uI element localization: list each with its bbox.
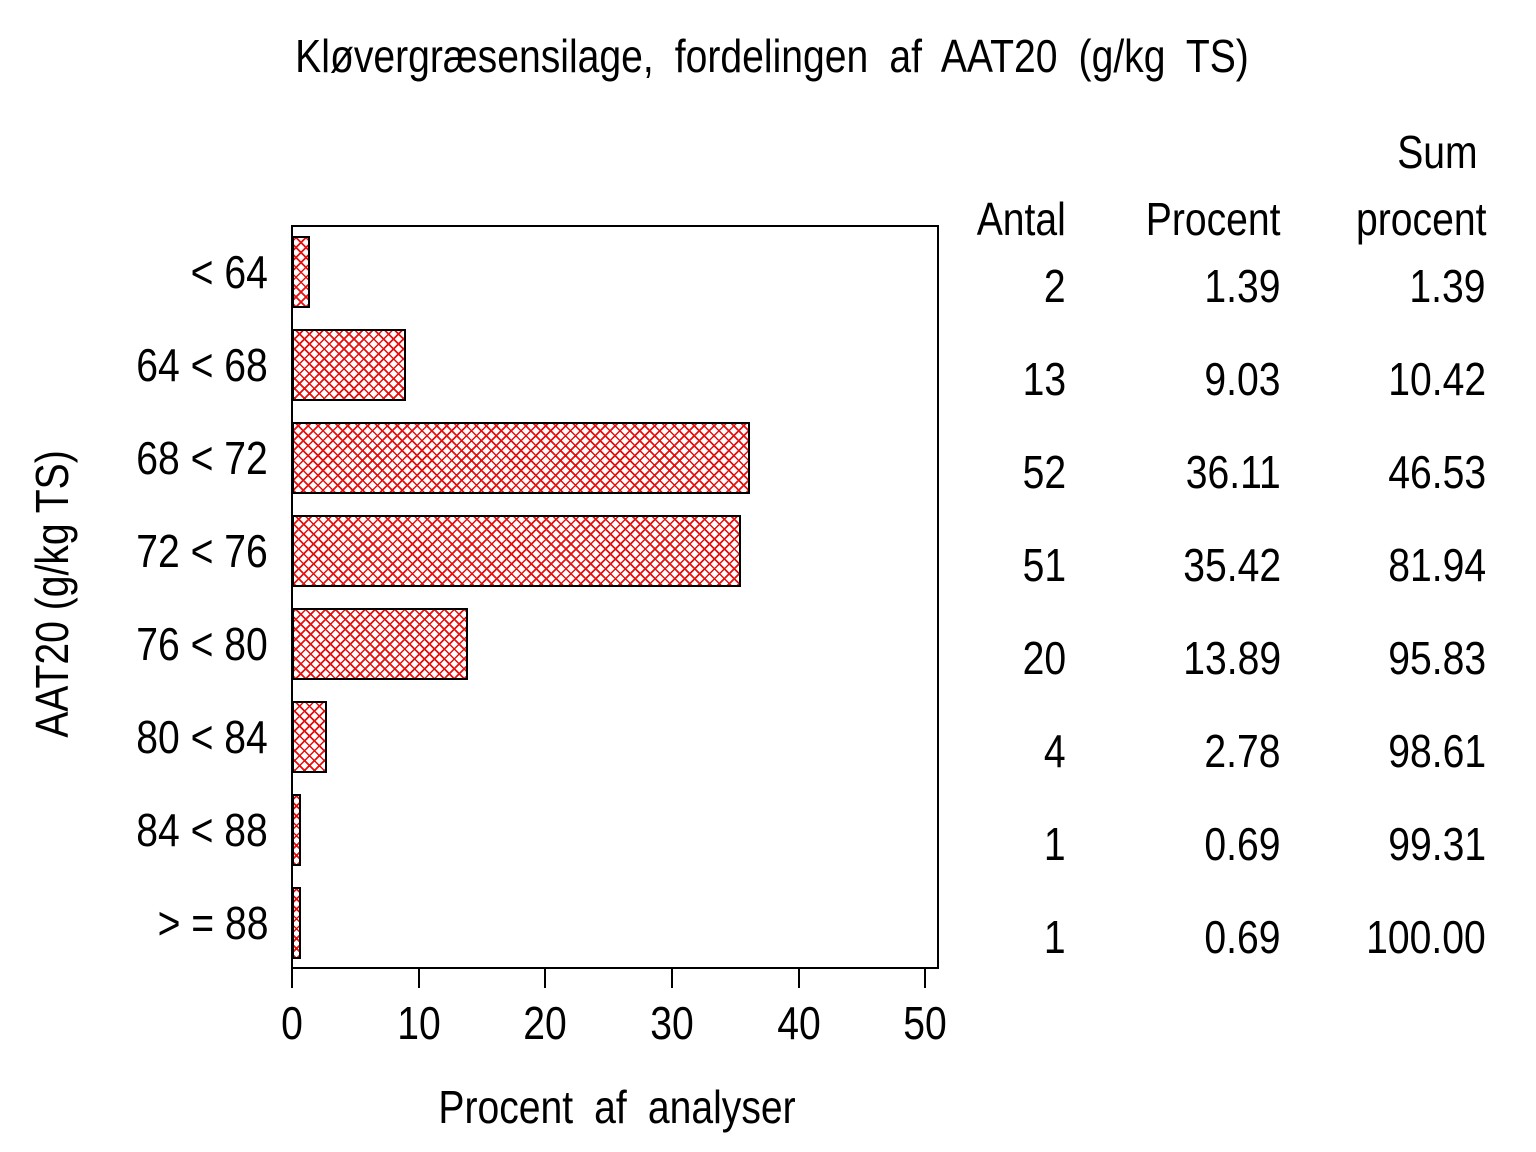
table-cell-antal: 4 <box>1040 727 1066 775</box>
x-tick-label: 20 <box>519 999 570 1047</box>
x-axis-tick <box>798 969 800 988</box>
y-category-label-text: 76 < 80 <box>136 618 268 670</box>
x-axis-tick <box>418 969 420 988</box>
table-cell-sum-procent-text: 46.53 <box>1388 446 1486 498</box>
x-tick-label-text: 10 <box>397 997 441 1049</box>
x-axis-tick <box>291 969 293 988</box>
table-cell-sum-procent: 99.31 <box>1371 820 1486 868</box>
x-tick-label-text: 30 <box>650 997 694 1049</box>
table-header-sum-line1: Sum <box>1397 126 1478 178</box>
table-cell-sum-procent: 1.39 <box>1396 262 1486 310</box>
y-category-label: 72 < 76 <box>113 527 268 575</box>
table-cell-sum-procent-text: 99.31 <box>1388 818 1486 870</box>
table-cell-antal-text: 4 <box>1044 725 1066 777</box>
y-category-label-text: 64 < 68 <box>136 339 268 391</box>
table-cell-sum-procent: 81.94 <box>1371 541 1486 589</box>
x-tick-label: 0 <box>279 999 305 1047</box>
table-cell-sum-procent-text: 95.83 <box>1388 632 1486 684</box>
table-cell-antal: 1 <box>1040 820 1066 868</box>
y-category-label-text: > = 88 <box>157 897 268 949</box>
table-cell-procent-text: 0.69 <box>1204 818 1281 870</box>
table-cell-procent: 13.89 <box>1166 634 1281 682</box>
table-cell-sum-procent: 100.00 <box>1345 913 1486 961</box>
table-cell-procent-text: 35.42 <box>1183 539 1281 591</box>
table-cell-antal-text: 2 <box>1044 260 1066 312</box>
x-tick-label: 30 <box>646 999 697 1047</box>
table-cell-antal: 13 <box>1015 355 1066 403</box>
table-cell-sum-procent-text: 100.00 <box>1366 911 1486 963</box>
x-tick-label: 10 <box>393 999 444 1047</box>
y-category-label: 80 < 84 <box>113 713 268 761</box>
table-cell-procent: 9.03 <box>1191 355 1281 403</box>
bar <box>292 329 406 401</box>
y-category-label-text: 68 < 72 <box>136 432 268 484</box>
y-category-label: 64 < 68 <box>113 341 268 389</box>
y-category-label: < 64 <box>177 248 268 296</box>
table-cell-antal: 1 <box>1040 913 1066 961</box>
x-axis-tick <box>544 969 546 988</box>
table-cell-procent-text: 2.78 <box>1204 725 1281 777</box>
y-axis-title: AAT20 (g/kg TS) <box>26 450 78 738</box>
y-category-label-text: 80 < 84 <box>136 711 268 763</box>
table-cell-sum-procent: 10.42 <box>1371 355 1486 403</box>
table-cell-sum-procent-text: 1.39 <box>1409 260 1486 312</box>
table-cell-sum-procent-text: 98.61 <box>1388 725 1486 777</box>
y-category-label: 84 < 88 <box>113 806 268 854</box>
y-category-label: 68 < 72 <box>113 434 268 482</box>
x-axis-title: Procent af analyser <box>407 1083 827 1131</box>
y-category-label-text: < 64 <box>190 246 268 298</box>
table-cell-sum-procent: 95.83 <box>1371 634 1486 682</box>
bar <box>292 887 301 959</box>
x-tick-label: 40 <box>773 999 824 1047</box>
table-cell-procent: 0.69 <box>1191 820 1281 868</box>
y-category-label: 76 < 80 <box>113 620 268 668</box>
x-axis-title-text: Procent af analyser <box>438 1081 796 1133</box>
y-category-label: > = 88 <box>138 899 268 947</box>
x-tick-label-text: 50 <box>903 997 947 1049</box>
table-cell-antal-text: 52 <box>1022 446 1066 498</box>
y-category-label-text: 72 < 76 <box>136 525 268 577</box>
table-cell-procent: 0.69 <box>1191 913 1281 961</box>
x-axis-tick <box>924 969 926 988</box>
chart-title: Kløvergræsensilage, fordelingen af AAT20… <box>295 30 1249 82</box>
table-cell-antal: 51 <box>1015 541 1066 589</box>
bar <box>292 236 310 308</box>
x-tick-label-text: 0 <box>281 997 303 1049</box>
table-cell-procent-text: 36.11 <box>1186 446 1281 498</box>
table-cell-procent-text: 0.69 <box>1204 911 1281 963</box>
bar <box>292 701 327 773</box>
table-cell-antal-text: 51 <box>1022 539 1066 591</box>
x-tick-label: 50 <box>899 999 950 1047</box>
x-tick-label-text: 20 <box>523 997 567 1049</box>
table-cell-antal-text: 1 <box>1044 818 1066 870</box>
table-header-sum-line2: procent <box>1355 193 1486 245</box>
table-header-procent: Procent <box>1146 193 1281 245</box>
bar <box>292 794 301 866</box>
table-cell-procent-text: 13.89 <box>1183 632 1281 684</box>
x-tick-label-text: 40 <box>777 997 821 1049</box>
table-cell-sum-procent: 46.53 <box>1371 448 1486 496</box>
table-cell-antal-text: 1 <box>1044 911 1066 963</box>
bar <box>292 515 741 587</box>
bar <box>292 422 750 494</box>
y-category-label-text: 84 < 88 <box>136 804 268 856</box>
table-cell-antal: 20 <box>1015 634 1066 682</box>
table-cell-antal-text: 13 <box>1022 353 1066 405</box>
table-cell-procent: 35.42 <box>1166 541 1281 589</box>
table-cell-sum-procent: 98.61 <box>1371 727 1486 775</box>
table-cell-antal: 52 <box>1015 448 1066 496</box>
bar <box>292 608 468 680</box>
table-cell-procent-text: 1.39 <box>1204 260 1281 312</box>
table-cell-antal-text: 20 <box>1022 632 1066 684</box>
table-cell-procent: 36.11 <box>1169 448 1281 496</box>
table-cell-sum-procent-text: 10.42 <box>1388 353 1486 405</box>
table-cell-procent-text: 9.03 <box>1204 353 1281 405</box>
table-header-antal: Antal <box>976 193 1066 245</box>
x-axis-tick <box>671 969 673 988</box>
table-cell-antal: 2 <box>1040 262 1066 310</box>
table-cell-sum-procent-text: 81.94 <box>1388 539 1486 591</box>
table-cell-procent: 1.39 <box>1191 262 1281 310</box>
table-cell-procent: 2.78 <box>1191 727 1281 775</box>
